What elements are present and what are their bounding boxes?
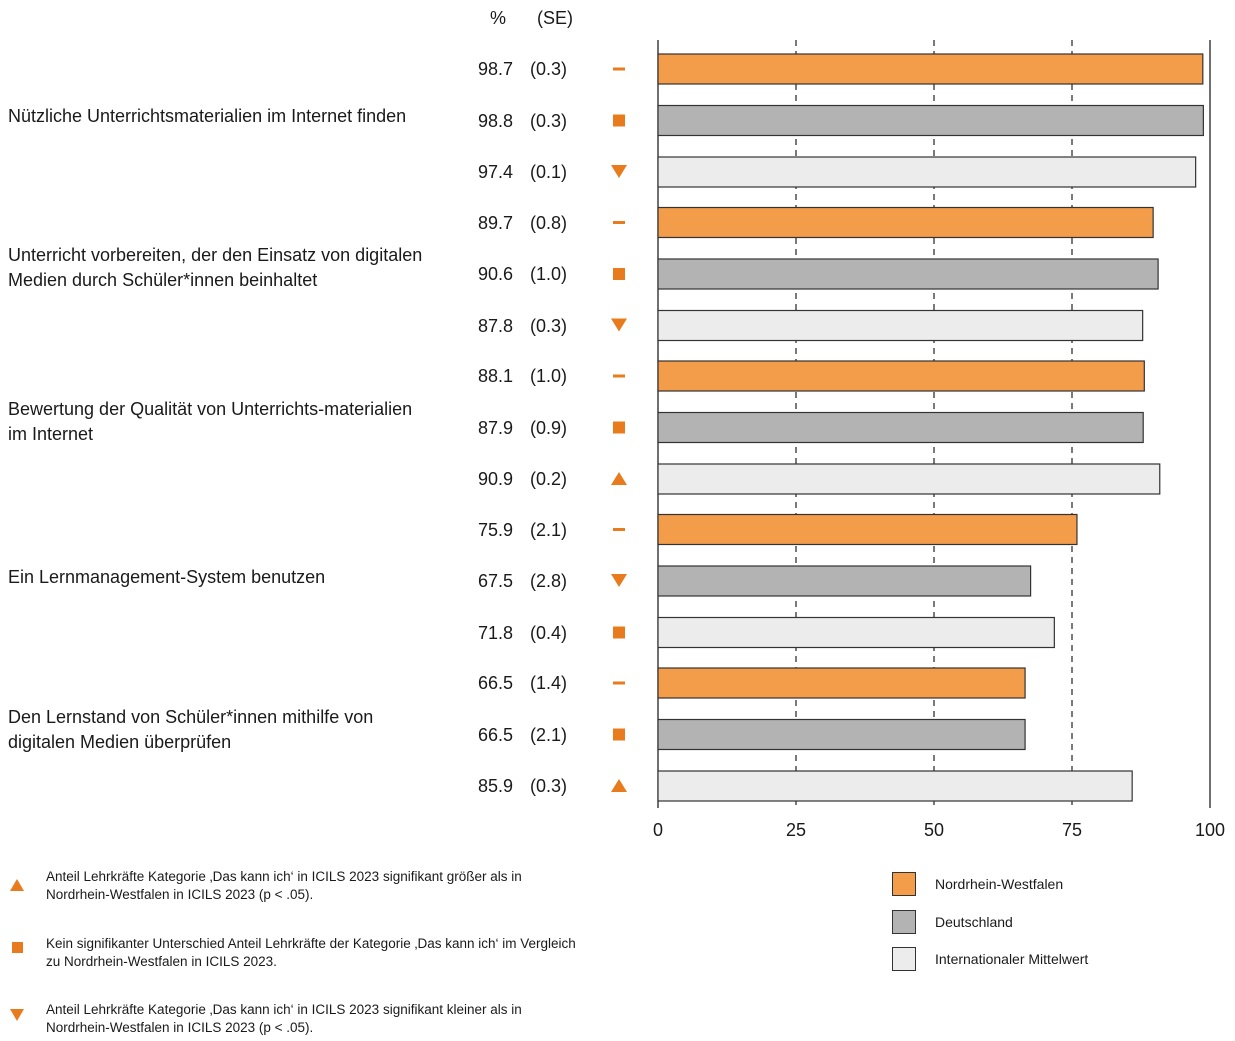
legend-swatch-deutschland bbox=[892, 910, 916, 934]
down-triangle-icon bbox=[611, 165, 627, 178]
legend-label-nordrhein-westfalen: Nordrhein-Westfalen bbox=[935, 876, 1064, 892]
value-label: 85.9 bbox=[478, 776, 514, 796]
bar-deutschland bbox=[657, 258, 1159, 290]
up-triangle-icon bbox=[611, 472, 627, 485]
value-label: 90.9 bbox=[478, 469, 514, 489]
value-label: 87.9 bbox=[478, 417, 514, 438]
bar-deutschland bbox=[657, 565, 1032, 597]
legend-swatch-international bbox=[892, 947, 916, 971]
bar-nrw bbox=[657, 206, 1154, 239]
footnote-up: Anteil Lehrkräfte Kategorie ‚Das kann ic… bbox=[46, 869, 522, 902]
value-label: 67.5 bbox=[478, 571, 514, 591]
dash-marker bbox=[613, 374, 625, 378]
bar-international bbox=[657, 616, 1055, 649]
value-label: 66.5 bbox=[478, 673, 514, 693]
value-label: 89.7 bbox=[478, 212, 514, 233]
bar-international bbox=[657, 309, 1144, 342]
se-label: (0.9) bbox=[530, 417, 568, 438]
bar-nrw bbox=[657, 53, 1204, 85]
category-label: Den Lernstand von Schüler*innen mithilfe… bbox=[8, 707, 374, 752]
bar-deutschland bbox=[657, 104, 1204, 137]
footnote-down: Anteil Lehrkräfte Kategorie ‚Das kann ic… bbox=[46, 1002, 522, 1035]
square-icon bbox=[613, 728, 625, 741]
value-label: 71.8 bbox=[478, 622, 514, 643]
se-label: (1.4) bbox=[530, 673, 568, 693]
square-icon bbox=[613, 421, 625, 434]
se-label: (1.0) bbox=[530, 366, 568, 386]
square-icon bbox=[613, 268, 625, 280]
dash-marker bbox=[613, 67, 625, 71]
bar-nrw bbox=[657, 360, 1145, 392]
legend-label-international: Internationaler Mittelwert bbox=[935, 951, 1089, 967]
value-label: 87.8 bbox=[478, 315, 514, 336]
se-label: (2.1) bbox=[530, 519, 568, 540]
dash-marker bbox=[613, 221, 625, 224]
category-label: Nützliche Unterrichtsmaterialien im Inte… bbox=[8, 106, 407, 126]
bar-international bbox=[657, 770, 1133, 802]
se-label: (0.3) bbox=[530, 59, 568, 79]
bar-deutschland bbox=[657, 718, 1026, 751]
footnote-square: Kein signifikanter Unterschied Anteil Le… bbox=[46, 936, 576, 969]
value-label: 90.6 bbox=[478, 264, 514, 284]
se-label: (0.1) bbox=[530, 162, 568, 182]
value-label: 98.7 bbox=[478, 59, 514, 79]
se-label: (0.3) bbox=[530, 776, 568, 796]
se-label: (0.3) bbox=[530, 315, 568, 336]
down-triangle-icon bbox=[611, 318, 627, 332]
legend-label-deutschland: Deutschland bbox=[935, 914, 1013, 930]
x-tick-label: 50 bbox=[923, 820, 945, 840]
se-label: (2.1) bbox=[530, 724, 568, 745]
dash-marker bbox=[613, 528, 625, 531]
up-triangle-icon bbox=[611, 779, 627, 792]
down-triangle-icon bbox=[611, 574, 627, 587]
category-label: Unterricht vorbereiten, der den Einsatz … bbox=[8, 245, 423, 290]
value-label: 66.5 bbox=[478, 724, 514, 745]
down-triangle-icon bbox=[10, 1009, 24, 1021]
se-label: (0.4) bbox=[530, 622, 568, 643]
se-label: (0.3) bbox=[530, 110, 568, 131]
square-icon bbox=[613, 626, 625, 639]
x-tick-label: 0 bbox=[652, 820, 664, 840]
value-label: 88.1 bbox=[478, 366, 514, 386]
value-label: 97.4 bbox=[478, 162, 514, 182]
x-tick-label: 100 bbox=[1194, 820, 1226, 840]
value-label: 98.8 bbox=[478, 110, 514, 131]
se-label: (0.2) bbox=[530, 469, 568, 489]
se-label: (2.8) bbox=[530, 571, 568, 591]
category-label: Ein Lernmanagement-System benutzen bbox=[8, 567, 326, 587]
se-label: (0.8) bbox=[530, 212, 568, 233]
se-label: (1.0) bbox=[530, 264, 568, 284]
square-icon bbox=[12, 942, 23, 953]
value-label: 75.9 bbox=[478, 519, 514, 540]
x-tick-label: 75 bbox=[1061, 820, 1083, 840]
up-triangle-icon bbox=[10, 879, 24, 891]
se-header: (SE) bbox=[537, 8, 573, 28]
bar-international bbox=[657, 463, 1161, 495]
legend-swatch-nordrhein-westfalen bbox=[892, 872, 916, 896]
bar-nrw bbox=[657, 513, 1078, 546]
dash-marker bbox=[613, 681, 625, 685]
bar-nrw bbox=[657, 667, 1026, 699]
square-icon bbox=[613, 114, 625, 127]
percent-header: % bbox=[490, 8, 507, 28]
category-label: Bewertung der Qualität von Unterrichts-m… bbox=[8, 399, 413, 444]
x-tick-label: 25 bbox=[785, 820, 807, 840]
bar-international bbox=[657, 156, 1197, 188]
bar-deutschland bbox=[657, 411, 1144, 444]
